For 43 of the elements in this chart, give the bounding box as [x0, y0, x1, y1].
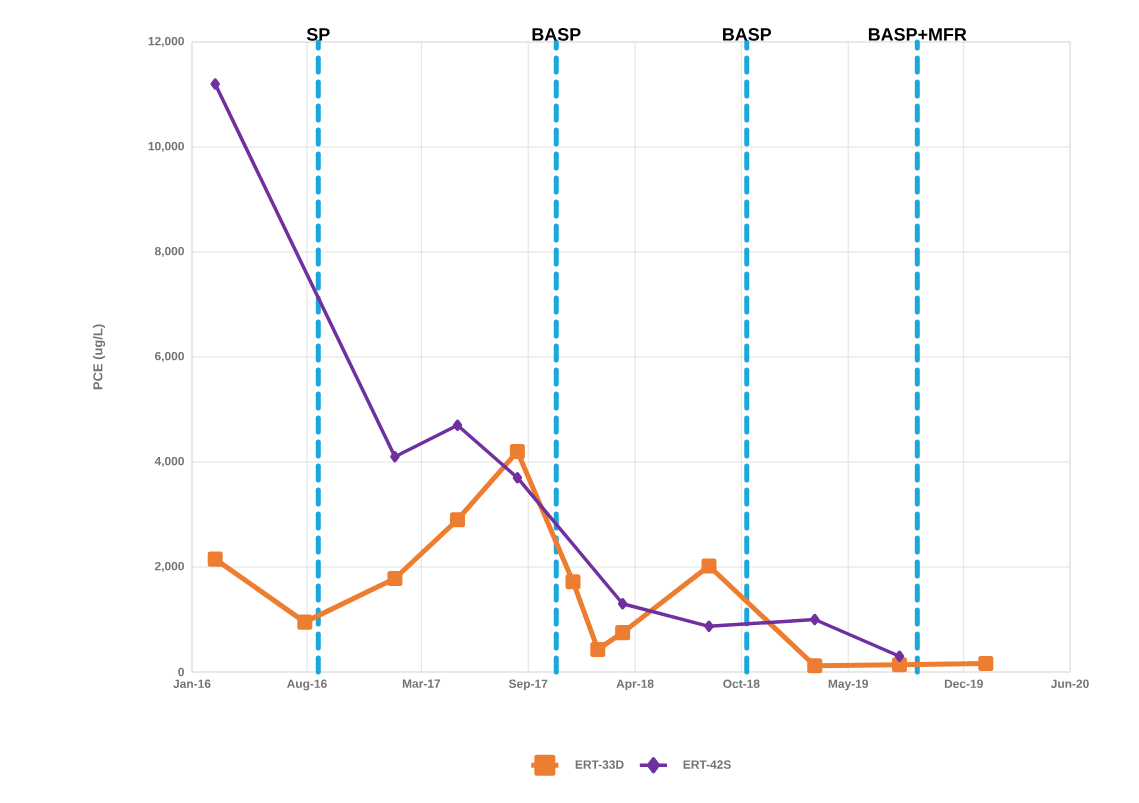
point [509, 444, 525, 459]
x-tick-label: Sep-17 [508, 679, 548, 691]
x-tick-label: Jan-16 [173, 679, 211, 688]
y-tick-label: 12,000 [148, 36, 184, 48]
point [891, 657, 907, 673]
point [207, 551, 223, 567]
point [615, 625, 631, 641]
point [704, 620, 714, 633]
y-tick-label: 10,000 [148, 141, 184, 153]
legend-label: ERT-33D [575, 760, 624, 769]
point [512, 472, 523, 484]
point [387, 571, 403, 587]
y-tick-label: 6,000 [155, 351, 184, 363]
point [701, 558, 717, 574]
point [590, 641, 606, 657]
point [978, 656, 994, 672]
ref-line-label: SP [306, 28, 330, 41]
point [565, 574, 581, 590]
point [810, 613, 820, 626]
x-tick-label: Apr-18 [616, 679, 654, 691]
ref-line-label: BASP [532, 28, 581, 41]
y-tick-label: 2,000 [154, 561, 184, 573]
x-tick-label: May-19 [828, 679, 869, 691]
ref-line-label: BASP+MFR [868, 28, 967, 41]
x-tick-label: Oct-18 [723, 679, 760, 688]
y-tick-label: 8,000 [154, 246, 184, 258]
point [297, 614, 313, 630]
point [617, 598, 628, 610]
ref-line-label: BASP [723, 28, 772, 41]
x-tick-label: Aug-16 [286, 679, 327, 691]
point [452, 419, 463, 431]
point [807, 658, 823, 674]
y-tick-label: 4,000 [154, 456, 184, 468]
legend-label: ERT-42S [683, 760, 731, 769]
x-tick-label: Mar-17 [402, 679, 441, 688]
point [210, 78, 220, 90]
x-tick-label: Dec-19 [944, 679, 983, 688]
y-tick-label: 0 [178, 667, 184, 677]
point [894, 650, 905, 662]
x-tick-label: Jun-20 [1050, 679, 1089, 688]
point [390, 451, 400, 463]
point [450, 512, 466, 528]
y-axis-title: PCE (ug/L) [92, 324, 106, 390]
